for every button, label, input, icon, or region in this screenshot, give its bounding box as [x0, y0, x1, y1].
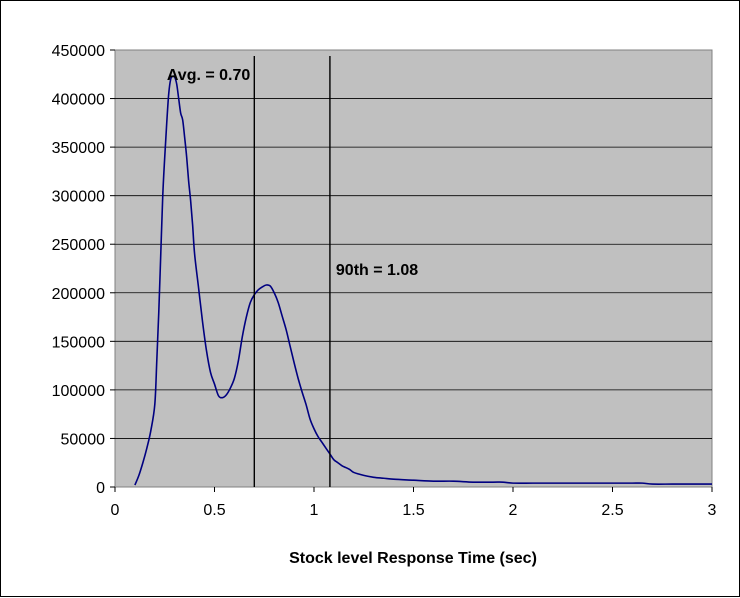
x-tick-label: 1 — [310, 502, 319, 519]
reference-line-label: 90th = 1.08 — [336, 262, 418, 279]
x-axis-ticks: 0 0.5 1 1.5 2 2.5 3 — [111, 487, 717, 519]
x-tick-label: 0.5 — [203, 502, 225, 519]
plot-area — [114, 49, 713, 488]
reference-line-label: Avg. = 0.70 — [167, 67, 251, 84]
y-tick-label: 250000 — [52, 237, 105, 254]
y-tick-label: 400000 — [52, 92, 105, 109]
x-tick-label: 2 — [509, 502, 518, 519]
reference-lines: Avg. = 0.70 90th = 1.08 — [167, 56, 418, 487]
y-tick-label: 0 — [96, 480, 105, 497]
x-tick-label: 2.5 — [601, 502, 623, 519]
y-tick-label: 300000 — [52, 189, 105, 206]
x-tick-label: 1.5 — [402, 502, 424, 519]
y-tick-label: 150000 — [52, 334, 105, 351]
x-axis-title: Stock level Response Time (sec) — [289, 550, 537, 567]
x-tick-label: 3 — [708, 502, 717, 519]
gridlines — [115, 98, 712, 439]
y-tick-label: 200000 — [52, 286, 105, 303]
y-tick-label: 50000 — [61, 431, 106, 448]
y-axis-ticks: 0 50000 100000 150000 200000 250000 300000 3500… — [52, 43, 115, 497]
y-tick-label: 350000 — [52, 140, 105, 157]
y-tick-label: 450000 — [52, 43, 105, 60]
y-tick-label: 100000 — [52, 383, 105, 400]
response-time-curve — [134, 75, 712, 486]
x-tick-label: 0 — [111, 502, 120, 519]
